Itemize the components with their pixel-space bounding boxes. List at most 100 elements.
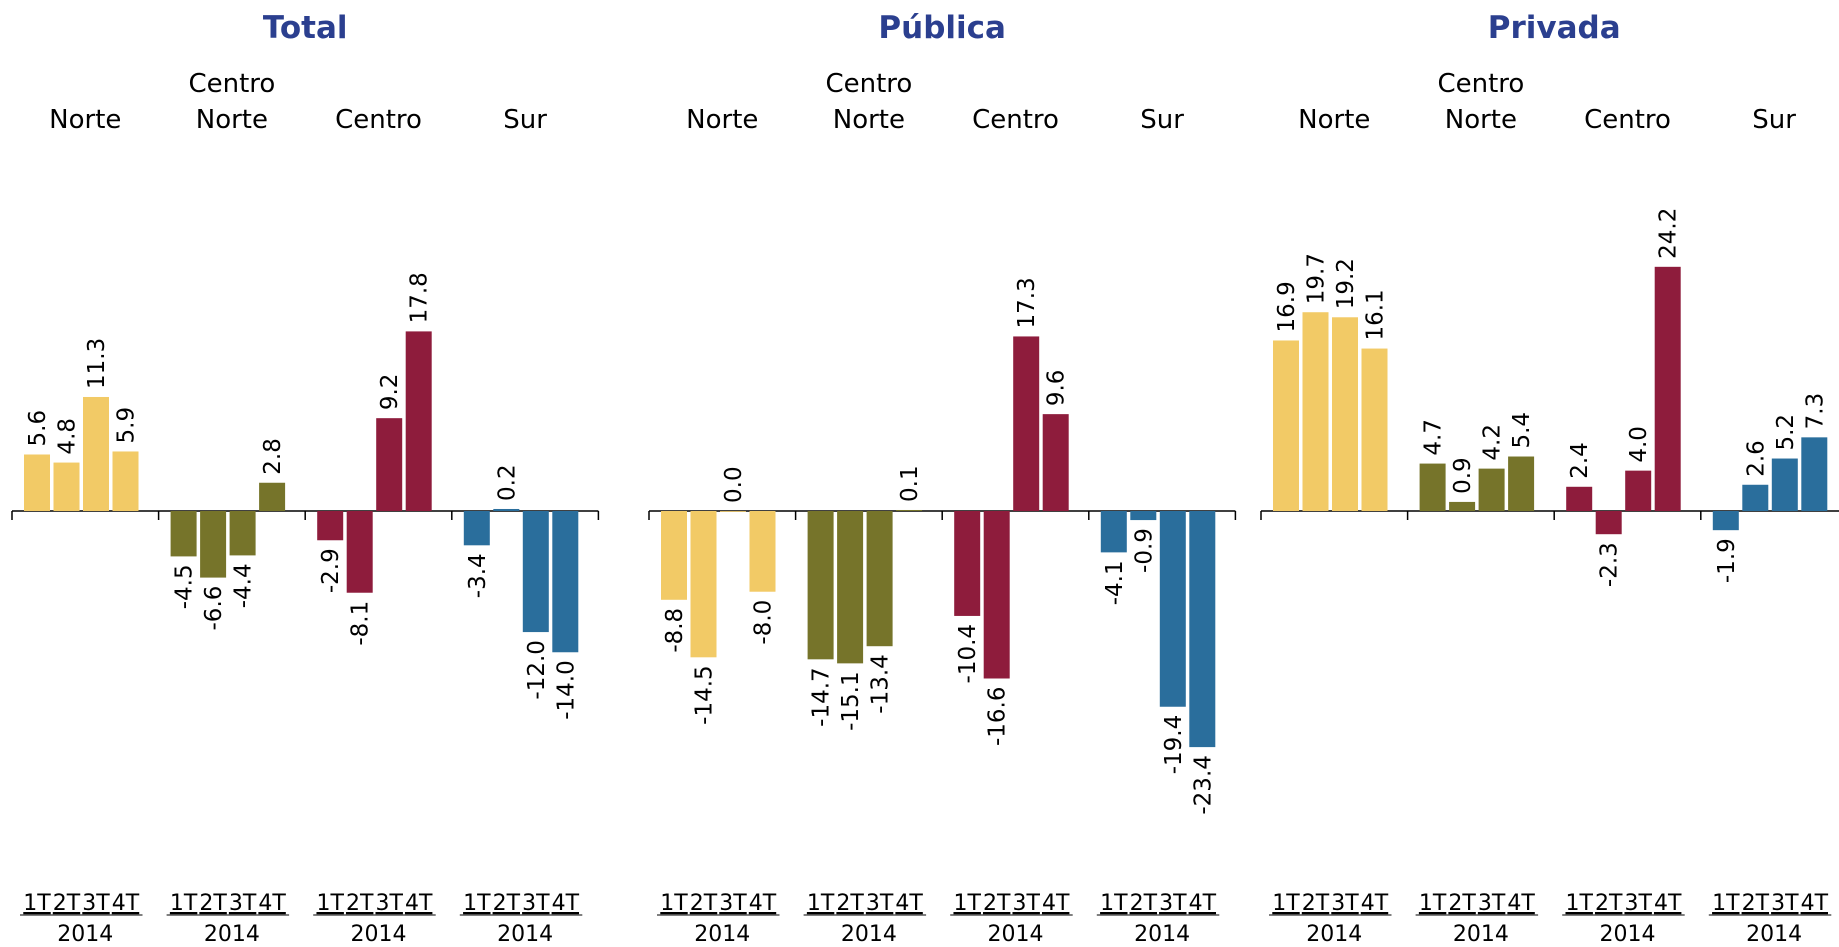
value-label: -4.1	[1102, 560, 1128, 605]
bar	[317, 511, 344, 541]
bar	[1302, 312, 1329, 511]
x-tick-label: 2T	[199, 891, 227, 916]
x-tick-label: 4T	[1801, 891, 1829, 916]
bar	[405, 331, 432, 511]
x-tick-label: 3T	[1478, 891, 1506, 916]
bar	[493, 508, 520, 511]
bar	[807, 511, 834, 660]
x-tick-label: 1T	[23, 891, 51, 916]
value-label: -2.3	[1597, 542, 1623, 587]
bar	[1595, 511, 1622, 535]
value-label: -14.0	[553, 660, 579, 720]
x-tick-label: 4T	[258, 891, 286, 916]
region-label: Norte	[686, 105, 759, 135]
x-tick-label: 3T	[1771, 891, 1799, 916]
value-label: -4.4	[231, 563, 257, 608]
period-label: 2014	[351, 922, 407, 947]
value-label: -2.9	[318, 548, 344, 593]
x-tick-label: 4T	[112, 891, 140, 916]
region-label: Norte	[1298, 105, 1371, 135]
value-label: 16.9	[1274, 281, 1300, 332]
x-tick-label: 2T	[493, 891, 521, 916]
bar	[1654, 266, 1681, 511]
bar	[1189, 511, 1216, 748]
value-label: 0.2	[494, 464, 520, 501]
value-label: 11.3	[84, 338, 110, 389]
x-tick-label: 4T	[1507, 891, 1535, 916]
period-label: 2014	[1600, 922, 1656, 947]
bar	[346, 511, 373, 593]
x-tick-label: 4T	[1361, 891, 1389, 916]
x-tick-label: 2T	[1130, 891, 1158, 916]
period-label: 2014	[841, 922, 897, 947]
value-label: -15.1	[838, 671, 864, 731]
region-label: Sur	[1140, 105, 1184, 135]
bar	[1100, 511, 1127, 553]
chart-title: Total	[263, 10, 348, 46]
bar	[552, 511, 579, 653]
region-label: Centro	[1584, 105, 1671, 135]
value-label: -3.4	[465, 553, 491, 598]
value-label: 5.9	[114, 407, 140, 444]
x-tick-label: 1T	[1565, 891, 1593, 916]
x-tick-label: 4T	[552, 891, 580, 916]
value-label: -12.0	[524, 640, 550, 700]
bar	[720, 511, 746, 512]
bar	[1712, 511, 1739, 531]
x-tick-label: 3T	[719, 891, 747, 916]
x-tick-label: 3T	[1331, 891, 1359, 916]
period-label: 2014	[497, 922, 553, 947]
x-tick-label: 2T	[1742, 891, 1770, 916]
bar	[229, 511, 256, 556]
region-label: Centro Norte	[188, 69, 276, 135]
bar	[896, 509, 923, 511]
value-label: -6.6	[201, 586, 227, 631]
value-label: -0.9	[1131, 528, 1157, 573]
x-tick-label: 1T	[316, 891, 344, 916]
value-label: 4.0	[1626, 426, 1652, 463]
value-label: 7.3	[1802, 393, 1828, 430]
bar	[522, 511, 549, 633]
x-tick-label: 3T	[866, 891, 894, 916]
bar	[1449, 501, 1476, 511]
bar	[200, 511, 227, 578]
x-tick-label: 2T	[1302, 891, 1330, 916]
x-tick-label: 2T	[690, 891, 718, 916]
x-tick-label: 1T	[1272, 891, 1300, 916]
period-label: 2014	[1746, 922, 1802, 947]
bar	[112, 451, 139, 511]
x-tick-label: 1T	[170, 891, 198, 916]
bar	[1801, 437, 1828, 511]
value-label: -16.6	[985, 686, 1011, 746]
value-label: -14.5	[692, 665, 718, 725]
x-tick-label: 2T	[1595, 891, 1623, 916]
bar	[463, 511, 490, 546]
x-tick-label: 4T	[405, 891, 433, 916]
value-label: -1.9	[1714, 538, 1740, 583]
value-label: -8.1	[348, 601, 374, 646]
bar	[1625, 470, 1652, 511]
value-label: 19.2	[1333, 258, 1359, 309]
bar	[1159, 511, 1186, 707]
region-label: Centro Norte	[825, 69, 913, 135]
x-tick-label: 4T	[1189, 891, 1217, 916]
region-label: Centro	[335, 105, 422, 135]
x-tick-label: 3T	[375, 891, 403, 916]
value-label: 17.8	[407, 272, 433, 323]
value-label: 17.3	[1014, 277, 1040, 328]
bar	[1508, 456, 1535, 511]
value-label: 16.1	[1363, 289, 1389, 340]
bar	[837, 511, 864, 664]
bar	[1478, 468, 1505, 511]
value-label: -14.7	[809, 667, 835, 727]
bar	[170, 511, 197, 557]
value-label: -8.0	[751, 600, 777, 645]
x-tick-label: 2T	[836, 891, 864, 916]
bar	[1013, 336, 1040, 511]
x-tick-label: 4T	[1654, 891, 1682, 916]
value-label: 0.9	[1450, 457, 1476, 494]
bar	[1042, 414, 1069, 511]
x-tick-label: 1T	[660, 891, 688, 916]
value-label: -19.4	[1161, 715, 1187, 775]
